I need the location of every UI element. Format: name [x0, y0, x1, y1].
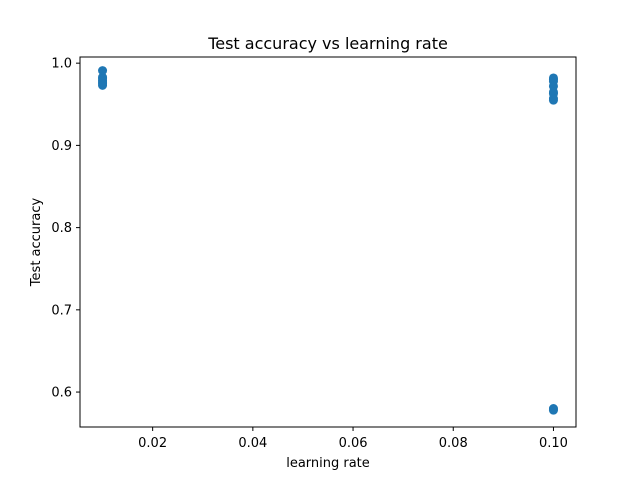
x-axis-label: learning rate [286, 456, 370, 471]
data-points [98, 66, 558, 415]
x-tick-label: 0.04 [238, 436, 267, 451]
y-axis-ticks: 0.6 0.7 0.8 0.9 1.0 [51, 57, 80, 401]
x-tick-label: 0.06 [339, 436, 368, 451]
y-tick-label: 1.0 [51, 57, 72, 72]
y-tick-label: 0.8 [51, 221, 72, 236]
y-axis-label: Test accuracy [29, 198, 44, 288]
y-tick-label: 0.6 [51, 386, 72, 401]
chart-title: Test accuracy vs learning rate [207, 34, 448, 53]
x-tick-label: 0.10 [539, 436, 568, 451]
data-point [98, 80, 108, 90]
plot-frame [79, 56, 577, 428]
data-point [548, 405, 558, 415]
y-tick-label: 0.9 [51, 139, 72, 154]
data-point [98, 66, 108, 76]
x-tick-label: 0.02 [138, 436, 167, 451]
x-axis-ticks: 0.02 0.04 0.06 0.08 0.10 [138, 427, 568, 451]
data-point [548, 95, 558, 105]
x-tick-label: 0.08 [439, 436, 468, 451]
y-tick-label: 0.7 [51, 303, 72, 318]
